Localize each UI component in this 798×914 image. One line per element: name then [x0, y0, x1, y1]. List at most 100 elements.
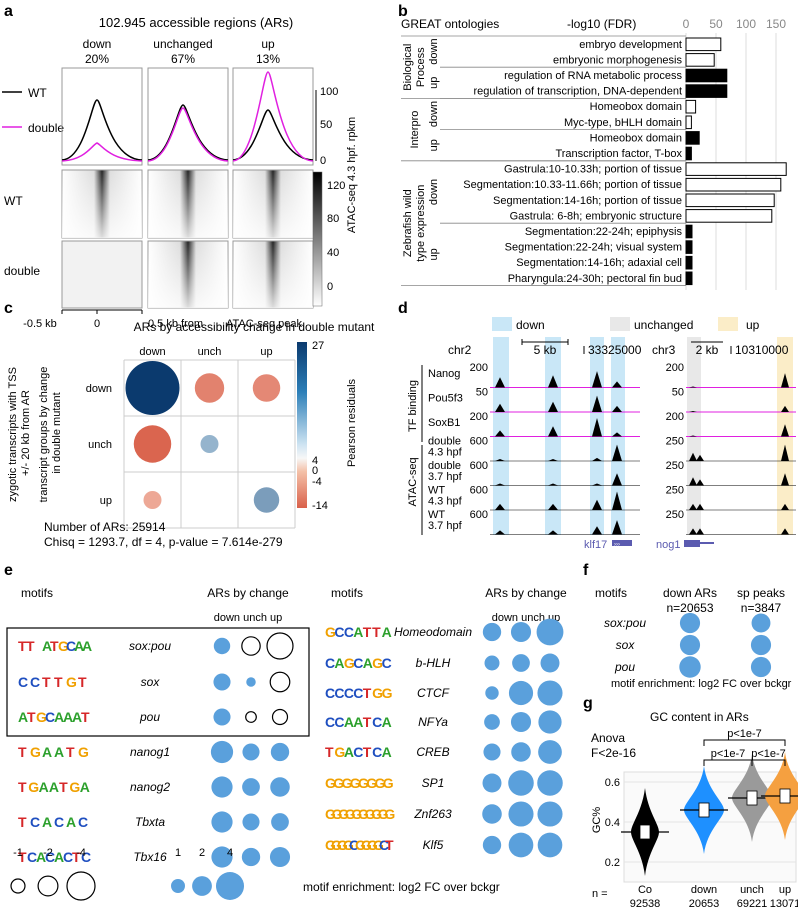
- logo-letter: G: [334, 744, 345, 760]
- logo-letter: G: [355, 837, 366, 853]
- comparison-label: p<1e-7: [751, 748, 786, 760]
- logo-letter: A: [344, 714, 354, 730]
- enrichment-dot: [242, 813, 260, 831]
- panel-e-left-change-header: ARs by change: [207, 586, 289, 600]
- depletion-dot: [271, 708, 289, 726]
- track-peak: [612, 473, 622, 486]
- residual-circle: [200, 435, 219, 453]
- profile-ylabel: ATAC-seq 4.3 hpf. rpkm: [346, 117, 358, 233]
- enrichment-dot: [511, 742, 531, 762]
- ontology-term-bar: [685, 146, 692, 161]
- enrichment-dot: [482, 804, 502, 824]
- profile-double-unchanged: [147, 107, 229, 162]
- depletion-dot: [241, 636, 261, 656]
- gene-left-model: [612, 540, 632, 546]
- track-peak: [548, 401, 558, 412]
- track-label-sub: 3.7 hpf: [428, 471, 463, 483]
- track-peak: [689, 503, 697, 510]
- panel-g-ylabel: GC%: [591, 807, 603, 834]
- logo-letter: A: [382, 624, 392, 640]
- logo-letter: A: [49, 779, 59, 795]
- ontology-term-label: embryonic morphogenesis: [553, 54, 683, 66]
- logo-letter: A: [344, 744, 354, 760]
- profile-box-down: [61, 67, 143, 166]
- ontology-term-bar: [685, 84, 728, 98]
- logo-letter: G: [69, 779, 80, 795]
- enrichment-dot: [508, 680, 534, 706]
- heatmap-colorbar: [312, 171, 323, 307]
- track-label-sub: 4.3 hpf: [428, 447, 463, 459]
- panel-c-ylabel-outer: zygotic transcripts with TSS +/- 20 kb f…: [7, 364, 32, 502]
- depletion-dot: [245, 711, 257, 723]
- track-right-max: 50: [672, 387, 684, 399]
- track-peak: [592, 371, 602, 388]
- cb-tick-120: 120: [327, 180, 345, 192]
- panel-c-row-label: down: [86, 383, 112, 395]
- track-peak: [612, 381, 622, 388]
- cb-tick-80: 80: [327, 213, 339, 225]
- logo-letter: C: [353, 655, 363, 671]
- track-peak: [781, 473, 789, 486]
- panel-f-rows: sox:pou sox pou: [604, 612, 772, 678]
- logo-letter: G: [358, 775, 369, 791]
- panel-f-motif-name: sox: [616, 638, 636, 652]
- ontology-term-bar: [685, 115, 692, 130]
- logo-letter: T: [50, 638, 59, 654]
- track-peak: [495, 377, 505, 388]
- profile-box-unchanged: [147, 67, 229, 166]
- motif-name: NFYa: [418, 715, 448, 729]
- heatmap: [61, 169, 314, 309]
- residual-circle: [253, 487, 280, 513]
- ontology-term-bar: [685, 177, 782, 192]
- logo-letter: G: [366, 775, 377, 791]
- track-peak: [781, 405, 789, 412]
- col-percent-down: 20%: [85, 52, 109, 66]
- ontology-term-bar: [685, 53, 715, 67]
- logo-letter: G: [345, 806, 356, 822]
- motif-name: Tbx16: [133, 850, 167, 864]
- logo-letter: C: [353, 685, 363, 701]
- enrichment-dot: [508, 801, 534, 827]
- enrichment-dot: [213, 673, 231, 691]
- profile-double-down: [61, 142, 143, 162]
- panel-c-row-label: unch: [88, 439, 112, 451]
- logo-letter: G: [367, 837, 378, 853]
- track-left-max: 50: [476, 387, 488, 399]
- track-label: Nanog: [428, 368, 460, 380]
- logo-letter: C: [30, 674, 40, 690]
- c-cb-tick-0: 0: [312, 465, 318, 477]
- logo-letter: C: [349, 837, 359, 853]
- box: [698, 802, 710, 818]
- panel-f-motif-name: sox:pou: [604, 616, 646, 630]
- enrichment-dot: [538, 740, 562, 764]
- track-peak: [495, 430, 505, 437]
- track-peak: [696, 503, 704, 510]
- panel-e-footer: motif enrichment: log2 FC over bckgr: [303, 880, 500, 894]
- motif-name: pou: [139, 710, 160, 724]
- track-right-max: 250: [666, 460, 684, 472]
- enrichment-dot: [537, 801, 563, 827]
- col-percent-unchanged: 67%: [171, 52, 195, 66]
- track-peak: [592, 526, 602, 535]
- logo-letter: G: [382, 685, 393, 701]
- panel-e-right-change-header: ARs by change: [485, 586, 567, 600]
- logo-letter: T: [325, 744, 334, 760]
- gene-left-arrows: ›››: [614, 542, 620, 548]
- panel-c: c ARs by accessibility change in double …: [4, 300, 375, 549]
- panel-c-title: ARs by accessibility change in double mu…: [134, 320, 375, 334]
- track-peak: [781, 528, 789, 535]
- panel-g-title: GC content in ARs: [650, 710, 749, 724]
- logo-letter: G: [78, 744, 89, 760]
- track-peak: [612, 444, 622, 461]
- logo-letter: G: [372, 685, 383, 701]
- group-label: BiologicalProcess: [402, 44, 427, 91]
- logo-letter: T: [42, 674, 51, 690]
- track-peak: [781, 503, 789, 510]
- track-peak: [689, 435, 697, 437]
- ontology-term-bar: [685, 193, 775, 208]
- legend-up-label: up: [746, 318, 760, 332]
- ontology-term-bar: [685, 99, 697, 114]
- subgroup-label: down: [428, 38, 440, 64]
- left-scale: 5 kb: [534, 343, 557, 357]
